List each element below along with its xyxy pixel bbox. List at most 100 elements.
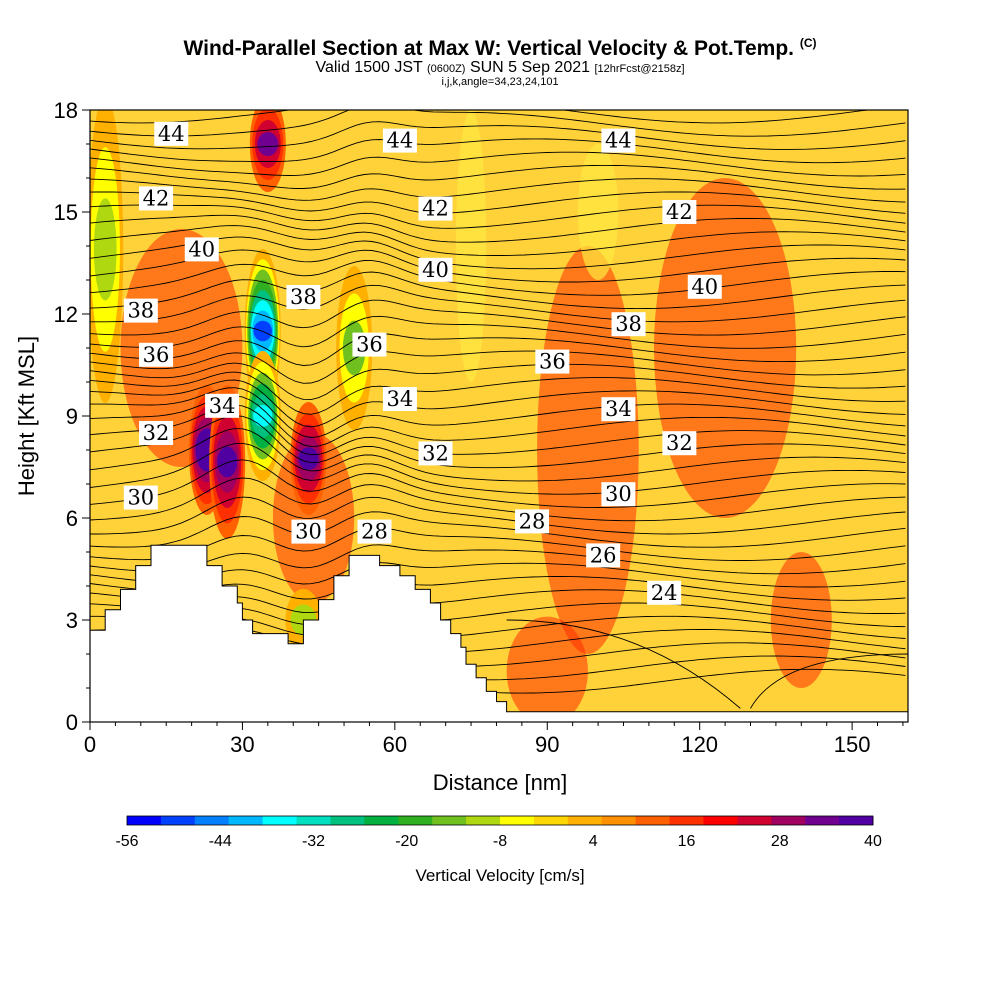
colorbar-swatch [771, 816, 806, 825]
theta-contour-line [90, 299, 906, 336]
theta-contour-line [90, 459, 906, 508]
contour-label: 40 [687, 274, 722, 299]
colorbar-swatch [127, 816, 162, 825]
colorbar-tick-label: -56 [115, 833, 138, 850]
contour-label: 26 [586, 543, 621, 568]
contour-label-text: 34 [387, 387, 414, 411]
contour-label: 44 [601, 128, 636, 153]
theta-contour-line [90, 249, 906, 283]
contour-label-text: 40 [691, 275, 718, 299]
y-tick-label: 3 [66, 608, 78, 633]
contour-label: 30 [123, 485, 158, 510]
colorbar-tick-label: -20 [395, 833, 418, 850]
contour-label-box [418, 441, 453, 466]
forecast-info: [12hrFcst@2158z] [594, 63, 685, 75]
weak-downdraft-area [577, 144, 619, 280]
theta-contour-line [90, 151, 906, 177]
colorbar-tick-label: -8 [493, 833, 507, 850]
colorbar-swatch [669, 816, 704, 825]
y-tick-label: 18 [54, 98, 78, 123]
y-tick-label: 12 [54, 302, 78, 327]
colorbar-tick-label: -32 [302, 833, 325, 850]
contour-label-box [601, 128, 636, 153]
colorbar-swatch [533, 816, 569, 825]
contour-label-box [586, 543, 621, 568]
title-main: Wind-Parallel Section at Max W: Vertical… [183, 37, 794, 60]
downdraft-core [253, 405, 273, 427]
contour-label: 40 [418, 257, 453, 282]
contour-label-text: 30 [605, 482, 632, 506]
contour-label-box [515, 509, 550, 534]
y-tick-label: 9 [66, 404, 78, 429]
contour-label: 38 [286, 285, 321, 309]
contour-label: 38 [611, 312, 646, 337]
contour-label: 42 [418, 196, 453, 221]
contour-label-box [382, 128, 417, 153]
downdraft-core [93, 198, 117, 301]
colorbar-tick-label: 40 [864, 833, 882, 850]
contour-label-box [647, 580, 682, 605]
x-tick-label: 120 [681, 732, 718, 757]
valid-time: Valid 1500 JST [315, 59, 423, 76]
theta-contour-line [90, 562, 906, 588]
contour-label: 30 [291, 519, 326, 544]
contour-label: 24 [647, 580, 682, 605]
contour-label-text: 28 [361, 520, 388, 544]
contour-label-box [418, 196, 453, 221]
weak-updraft-area [770, 552, 832, 688]
y-tick-label: 0 [66, 710, 78, 735]
y-axis-title: Height [Kft MSL] [14, 336, 39, 496]
contour-label-text: 42 [422, 197, 449, 221]
theta-contour-line [90, 284, 906, 323]
contour-label-text: 32 [422, 441, 449, 465]
contour-label-text: 38 [290, 285, 317, 309]
contour-label: 32 [418, 441, 453, 466]
theta-contour-line [90, 315, 906, 349]
contour-label: 34 [601, 397, 636, 422]
colorbar-swatch [805, 816, 840, 825]
theta-contour-line [90, 110, 906, 137]
contour-label-box [662, 200, 697, 224]
contour-label-text: 24 [651, 581, 678, 605]
contour-label: 42 [662, 200, 697, 224]
colorbar-swatch [330, 816, 365, 825]
contour-label: 28 [357, 519, 392, 544]
colorbar-swatch [194, 816, 230, 825]
contour-label: 38 [123, 298, 158, 323]
contour-label: 32 [662, 431, 697, 456]
utc-time: (0600Z) [426, 63, 466, 75]
colorbar-tick-label: 28 [771, 833, 789, 850]
contour-label-box [205, 393, 240, 418]
contour-label-box [154, 121, 189, 146]
terrain-profile [90, 544, 908, 722]
theta-contour-line [90, 110, 871, 124]
contour-label: 40 [184, 237, 219, 262]
contour-label-text: 30 [127, 486, 154, 510]
colorbar-title: Vertical Velocity [cm/s] [415, 866, 584, 885]
theta-contour-line [90, 225, 906, 256]
theta-contour-line [90, 544, 906, 575]
contour-label-text: 44 [387, 129, 414, 153]
x-axis-title: Distance [nm] [433, 770, 568, 795]
contour-label-text: 38 [615, 312, 642, 336]
contour-label-box [123, 485, 158, 510]
theta-contour-line [90, 138, 906, 164]
colorbar-swatch [839, 816, 874, 825]
updraft-core [217, 446, 238, 478]
contour-label-text: 34 [209, 394, 236, 418]
contour-label-box [286, 285, 321, 309]
contour-label-text: 28 [519, 509, 546, 533]
colorbar-swatch [398, 816, 433, 825]
contour-label-text: 40 [188, 237, 215, 261]
contour-label: 30 [601, 482, 636, 507]
theta-contour-line [90, 121, 906, 150]
colorbar-swatch [262, 816, 298, 825]
theta-contour-line [90, 371, 906, 415]
colorbar-swatch [466, 816, 501, 825]
contour-label: 36 [535, 349, 570, 374]
colorbar-swatch [432, 816, 467, 825]
theta-contour-line [750, 653, 908, 709]
x-tick-label: 0 [84, 732, 96, 757]
contour-label-box [184, 237, 219, 262]
